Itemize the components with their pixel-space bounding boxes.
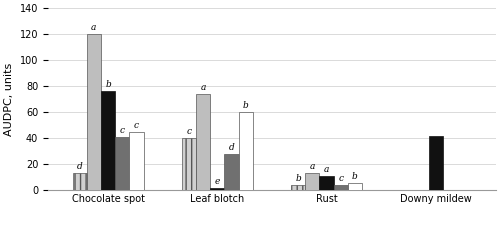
Text: d: d bbox=[76, 163, 82, 172]
Text: c: c bbox=[338, 174, 343, 183]
Bar bbox=[334, 185, 348, 190]
Text: e: e bbox=[214, 177, 220, 186]
Bar bbox=[428, 136, 443, 190]
Bar bbox=[210, 188, 224, 190]
Bar bbox=[224, 154, 238, 190]
Y-axis label: AUDPC, units: AUDPC, units bbox=[4, 63, 14, 136]
Text: a: a bbox=[324, 165, 329, 174]
Bar bbox=[72, 173, 86, 190]
Text: d: d bbox=[228, 143, 234, 152]
Bar bbox=[291, 185, 305, 190]
Bar bbox=[115, 137, 130, 190]
Text: a: a bbox=[200, 83, 206, 92]
Bar bbox=[320, 176, 334, 190]
Bar bbox=[305, 173, 320, 190]
Text: c: c bbox=[134, 121, 139, 130]
Text: b: b bbox=[105, 81, 111, 90]
Bar bbox=[238, 112, 253, 190]
Bar bbox=[101, 92, 115, 190]
Text: b: b bbox=[352, 172, 358, 181]
Bar bbox=[182, 138, 196, 190]
Text: c: c bbox=[120, 126, 124, 135]
Text: b: b bbox=[295, 174, 301, 183]
Text: b: b bbox=[243, 101, 248, 110]
Text: a: a bbox=[310, 163, 315, 172]
Bar bbox=[348, 183, 362, 190]
Bar bbox=[86, 34, 101, 190]
Text: c: c bbox=[186, 127, 192, 136]
Bar bbox=[196, 94, 210, 190]
Text: a: a bbox=[91, 23, 96, 32]
Bar bbox=[130, 132, 143, 190]
